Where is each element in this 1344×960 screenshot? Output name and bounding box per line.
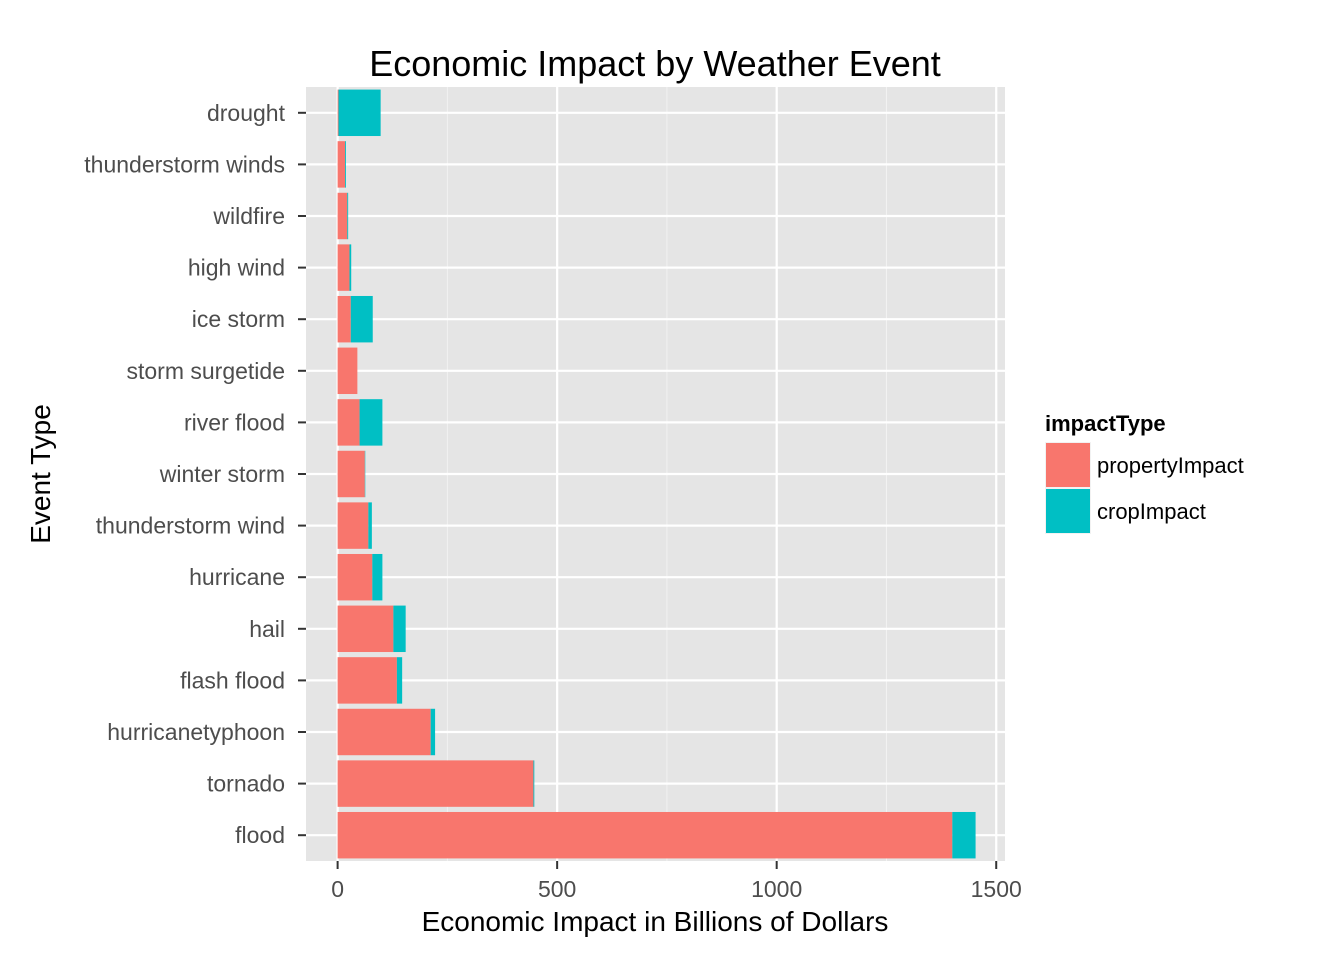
legend-label-propertyImpact: propertyImpact <box>1097 453 1244 478</box>
y-tick-label: hail <box>249 616 285 642</box>
legend-items: propertyImpact cropImpact <box>1045 442 1244 534</box>
legend-key-cropImpact <box>1046 489 1090 533</box>
bar-propertyImpact-hail <box>337 605 394 653</box>
bar-cropImpact-flood <box>952 811 976 859</box>
y-tick-label: flash flood <box>180 667 285 693</box>
bar-propertyImpact-flash-flood <box>337 657 397 704</box>
bar-cropImpact-thunderstorm-winds <box>345 141 346 188</box>
bar-cropImpact-river-flood <box>359 399 383 446</box>
legend: impactType propertyImpact cropImpact <box>1045 411 1244 534</box>
y-tick-label: flood <box>235 822 285 848</box>
bar-propertyImpact-drought <box>337 89 339 137</box>
x-tick-label: 1000 <box>751 876 802 902</box>
bar-cropImpact-thunderstorm-wind <box>368 502 372 549</box>
x-tick-label: 1500 <box>971 876 1022 902</box>
y-tick-label: high wind <box>188 255 285 281</box>
bar-propertyImpact-hurricanetyphoon <box>337 708 431 756</box>
legend-key-propertyImpact <box>1046 443 1090 487</box>
x-tick-label: 500 <box>538 876 576 902</box>
bar-cropImpact-hail <box>393 605 406 653</box>
bar-propertyImpact-ice-storm <box>337 295 351 343</box>
y-axis-title: Event Type <box>25 404 56 544</box>
bars <box>337 89 976 859</box>
bar-propertyImpact-flood <box>337 811 953 859</box>
bar-cropImpact-high-wind <box>349 244 352 291</box>
bar-propertyImpact-high-wind <box>337 244 350 291</box>
y-tick-label: drought <box>207 100 286 126</box>
bar-cropImpact-ice-storm <box>350 295 373 343</box>
y-tick-label: ice storm <box>192 306 285 332</box>
bar-cropImpact-flash-flood <box>396 657 403 704</box>
y-axis: flood tornado hurricanetyphoon flash flood h… <box>84 100 306 848</box>
y-tick-label: river flood <box>184 409 285 435</box>
y-tick-label: hurricanetyphoon <box>107 719 285 745</box>
y-tick-label: tornado <box>207 771 285 797</box>
x-tick-label: 0 <box>331 876 344 902</box>
legend-label-cropImpact: cropImpact <box>1097 499 1206 524</box>
bar-propertyImpact-tornado <box>337 760 534 807</box>
bar-propertyImpact-storm-surgetide <box>337 347 358 395</box>
legend-title: impactType <box>1045 411 1166 436</box>
y-tick-label: thunderstorm wind <box>96 513 285 539</box>
y-tick-label: winter storm <box>159 461 285 487</box>
x-axis: 0 500 1000 1500 <box>331 861 1022 902</box>
bar-cropImpact-drought <box>338 89 381 137</box>
bar-cropImpact-wildfire <box>347 192 349 240</box>
bar-propertyImpact-wildfire <box>337 192 348 240</box>
bar-cropImpact-tornado <box>533 760 535 807</box>
x-axis-title: Economic Impact in Billions of Dollars <box>422 906 889 937</box>
bar-cropImpact-hurricanetyphoon <box>430 708 436 756</box>
chart-title: Economic Impact by Weather Event <box>369 43 941 84</box>
y-tick-label: storm surgetide <box>126 358 285 384</box>
bar-propertyImpact-thunderstorm-winds <box>337 141 346 188</box>
y-tick-label: thunderstorm winds <box>84 151 285 177</box>
bar-cropImpact-hurricane <box>372 553 383 601</box>
bar-propertyImpact-hurricane <box>337 553 373 601</box>
bar-propertyImpact-river-flood <box>337 399 360 446</box>
bar-propertyImpact-winter-storm <box>337 450 365 498</box>
y-tick-label: wildfire <box>212 203 285 229</box>
bar-propertyImpact-thunderstorm-wind <box>337 502 369 549</box>
y-tick-label: hurricane <box>189 564 285 590</box>
